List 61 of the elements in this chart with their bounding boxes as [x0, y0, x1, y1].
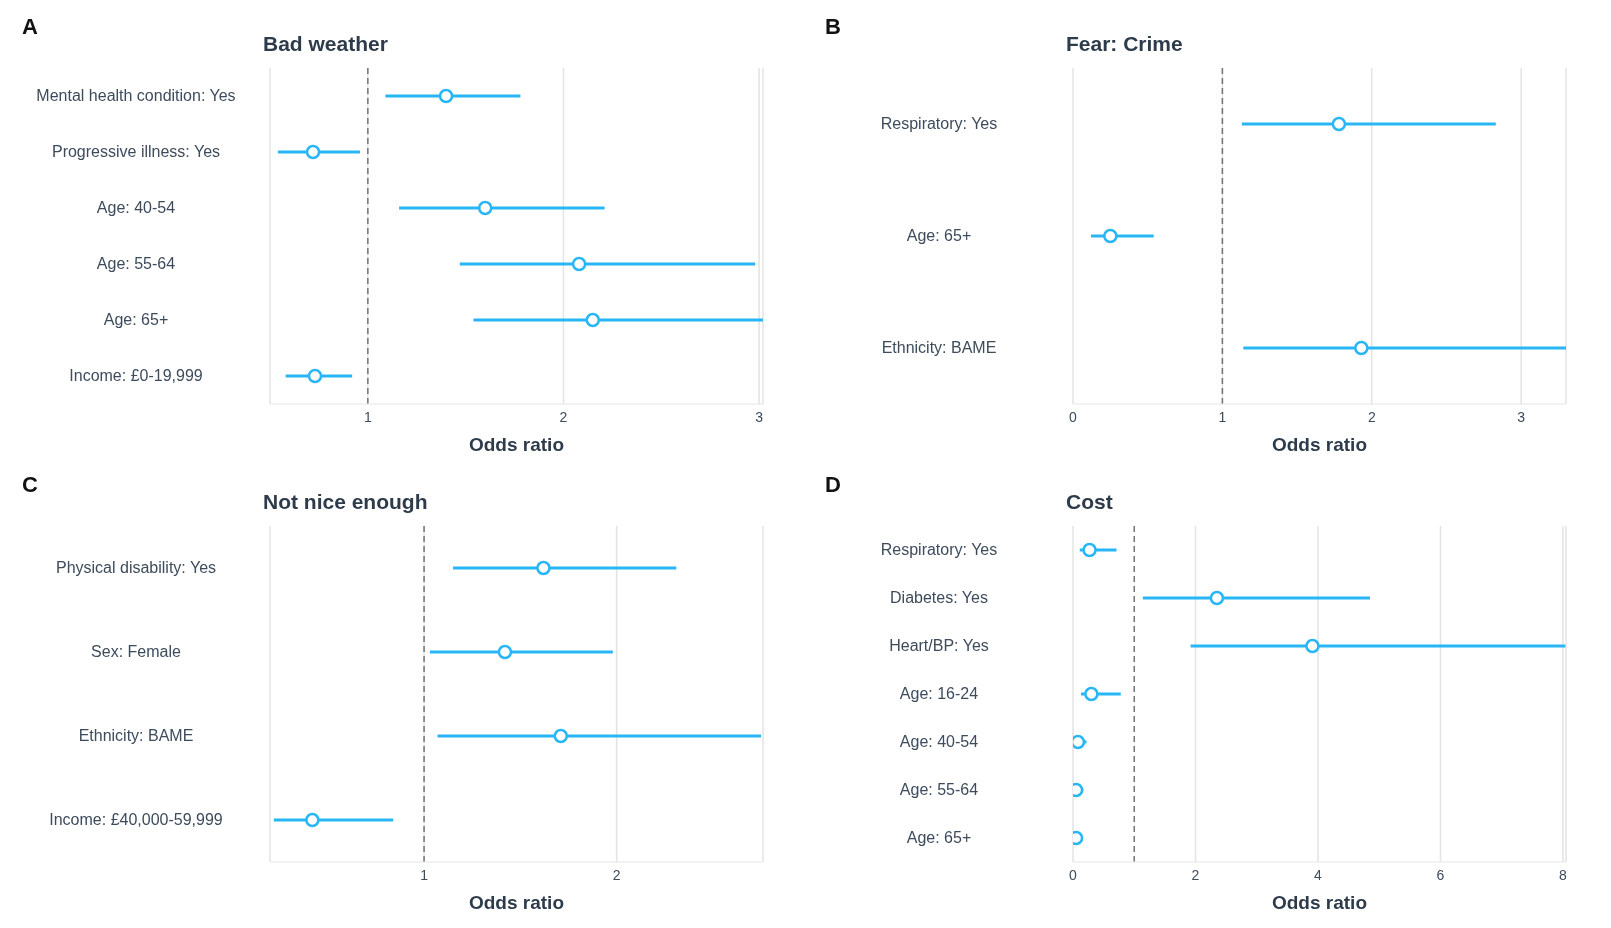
text: D	[825, 472, 841, 498]
point	[585, 312, 601, 328]
x-tick-label: 2	[1367, 408, 1376, 425]
x-axis-title: Odds ratio	[1271, 434, 1368, 456]
x-tick-label: 1	[1218, 408, 1227, 425]
x-tick-label: 3	[755, 408, 764, 425]
x-axis-title: Odds ratio	[468, 434, 565, 456]
text: A	[22, 14, 38, 40]
x-tick-label: 1	[363, 408, 372, 425]
y-tick-label: Physical disability: Yes	[55, 559, 217, 576]
y-tick-label: Age: 55-64	[96, 255, 176, 272]
x-tick-label: 1	[420, 866, 429, 883]
y-tick-label: Ethnicity: BAME	[881, 339, 997, 356]
x-axis-title: Odds ratio	[468, 892, 565, 914]
point	[438, 88, 454, 104]
x-tick-label: 3	[1517, 408, 1526, 425]
chart-title: Bad weather	[263, 32, 388, 56]
y-tick-label: Age: 65+	[906, 829, 972, 846]
chart-title: Not nice enough	[263, 490, 428, 514]
y-tick-label: Ethnicity: BAME	[78, 727, 194, 744]
point	[1073, 734, 1086, 750]
x-tick-label: 2	[612, 866, 621, 883]
x-tick-label: 0	[1069, 408, 1078, 425]
x-tick-label: 8	[1559, 866, 1568, 883]
point	[307, 368, 323, 384]
chart-title: Cost	[1066, 490, 1113, 514]
point	[536, 560, 551, 576]
y-tick-label: Age: 65+	[103, 311, 169, 328]
point	[305, 144, 321, 160]
y-tick-label: Age: 65+	[906, 227, 972, 244]
y-tick-label: Age: 40-54	[899, 733, 979, 750]
y-tick-label: Respiratory: Yes	[880, 541, 998, 558]
point	[553, 728, 569, 744]
y-tick-label: Sex: Female	[91, 643, 182, 660]
y-tick-label: Progressive illness: Yes	[51, 143, 221, 160]
x-axis-title: Odds ratio	[1271, 892, 1368, 914]
point	[305, 812, 320, 828]
y-tick-label: Age: 55-64	[899, 781, 979, 798]
y-tick-label: Income: £40,000-59,999	[49, 811, 223, 828]
point	[477, 200, 493, 216]
chart-title: Fear: Crime	[1066, 32, 1183, 56]
point	[571, 256, 587, 272]
point	[1082, 542, 1097, 558]
y-tick-label: Age: 40-54	[96, 199, 176, 216]
y-tick-label: Diabetes: Yes	[890, 589, 988, 606]
x-tick-label: 4	[1314, 866, 1323, 883]
x-tick-label: 2	[1191, 866, 1200, 883]
x-tick-label: 6	[1436, 866, 1445, 883]
y-tick-label: Income: £0-19,999	[69, 367, 203, 384]
text: B	[825, 14, 841, 40]
point	[1209, 590, 1225, 606]
point	[497, 644, 513, 660]
x-tick-label: 2	[559, 408, 568, 425]
point	[1084, 686, 1099, 702]
y-tick-label: Age: 16-24	[899, 685, 979, 702]
y-tick-label: Heart/BP: Yes	[889, 637, 989, 654]
y-tick-label: Mental health condition: Yes	[36, 87, 236, 104]
text: C	[22, 472, 38, 498]
point	[1305, 638, 1320, 654]
y-tick-label: Respiratory: Yes	[880, 115, 998, 132]
x-tick-label: 0	[1069, 866, 1078, 883]
